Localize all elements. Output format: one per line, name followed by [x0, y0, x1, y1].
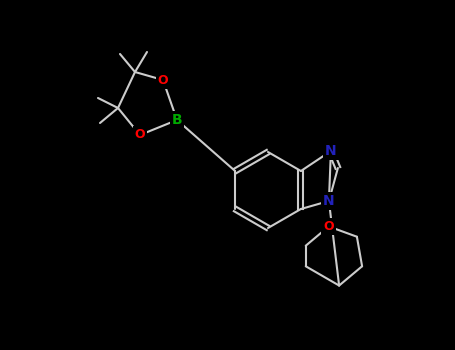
Text: O: O [135, 128, 145, 141]
Text: O: O [158, 74, 168, 86]
Text: O: O [324, 220, 334, 233]
Text: N: N [325, 144, 337, 158]
Text: B: B [172, 113, 182, 127]
Text: N: N [323, 194, 335, 208]
